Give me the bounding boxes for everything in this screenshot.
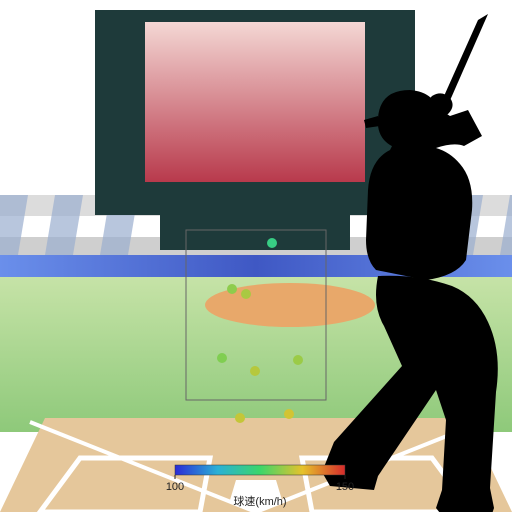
colorbar-tick: 150 bbox=[336, 481, 354, 493]
pitch-marker bbox=[267, 238, 277, 248]
pitch-marker bbox=[293, 355, 303, 365]
pitch-marker bbox=[284, 409, 294, 419]
pitch-marker bbox=[235, 413, 245, 423]
pitch-marker bbox=[227, 284, 237, 294]
colorbar-tick: 100 bbox=[166, 481, 184, 493]
pitch-marker bbox=[241, 289, 251, 299]
pitch-marker bbox=[217, 353, 227, 363]
pitch-marker bbox=[250, 366, 260, 376]
pitch-chart: 100 150 球速(km/h) bbox=[0, 0, 512, 512]
scoreboard bbox=[95, 10, 415, 250]
colorbar-label: 球速(km/h) bbox=[233, 494, 286, 508]
